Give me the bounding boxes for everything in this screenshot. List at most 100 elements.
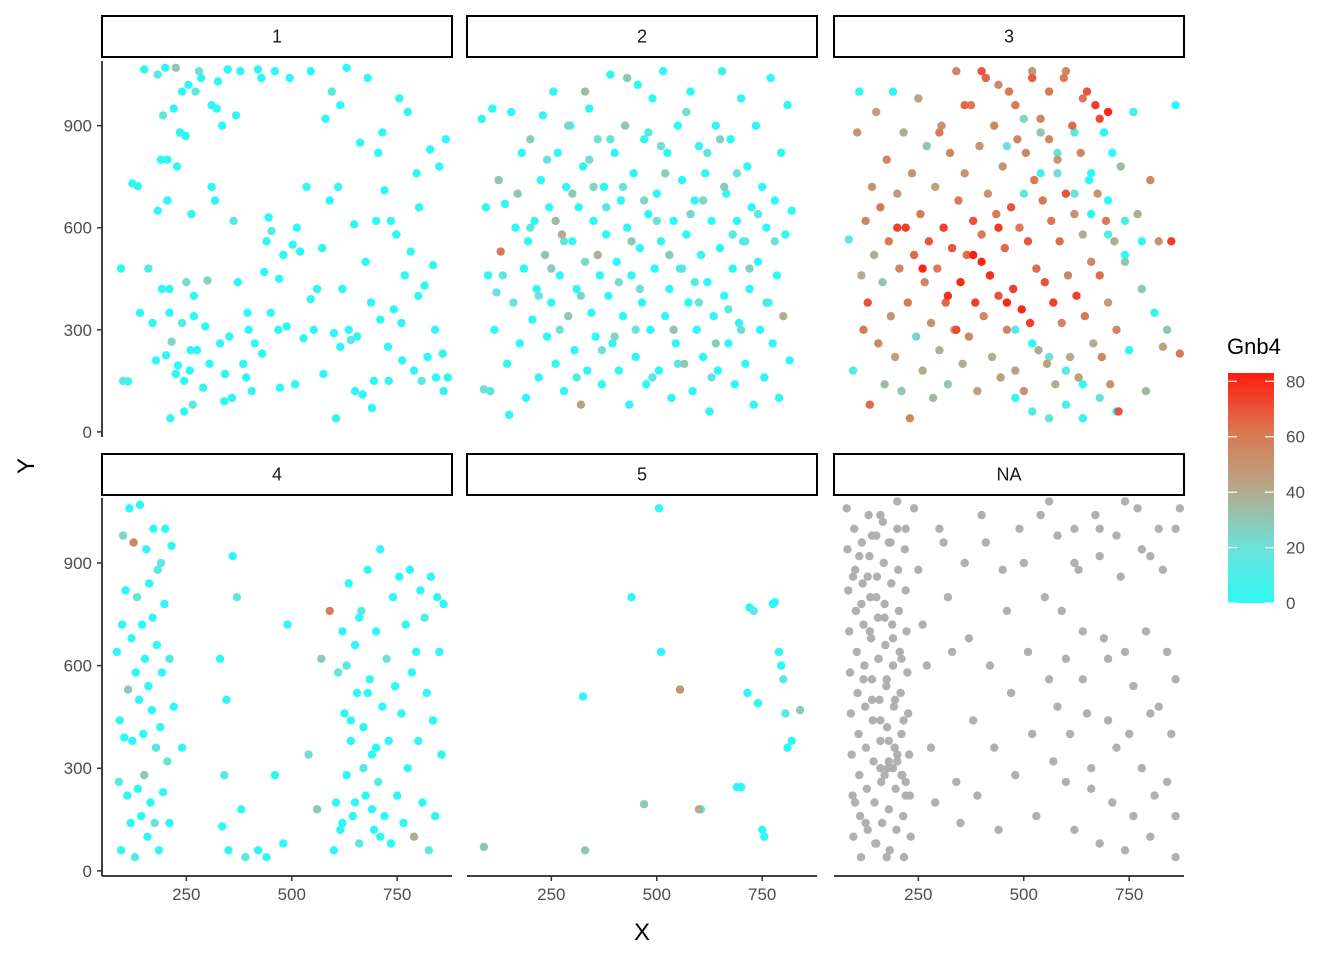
data-point [661,169,670,178]
data-point [123,791,132,800]
data-point [414,203,424,212]
data-point [885,846,894,855]
data-point [267,226,276,236]
data-point [416,586,425,595]
legend-tick-label: 80 [1286,372,1305,391]
data-point [526,135,535,144]
data-point [701,169,710,178]
data-point [433,593,442,602]
data-point [229,216,238,226]
data-point [671,339,680,348]
data-point [1011,325,1020,334]
data-point [842,504,851,513]
facet-strip-label: 2 [637,27,647,47]
data-point [380,811,389,821]
data-point [134,695,144,704]
data-point [118,620,127,629]
data-point [977,510,986,520]
data-point [355,613,364,622]
data-point [939,223,948,232]
data-point [711,339,720,348]
data-point [654,366,664,375]
data-point [1103,654,1113,663]
data-point [222,695,231,704]
data-point [947,647,957,657]
data-point [439,599,448,609]
data-point [855,552,864,561]
data-point [762,298,771,307]
data-point [244,325,253,334]
data-point [1011,366,1020,375]
data-point [897,386,906,396]
data-point [861,702,870,711]
data-point [977,257,986,266]
data-point [392,230,401,239]
data-point [401,620,410,629]
data-point [677,175,687,185]
data-point [876,736,885,746]
data-point [1112,531,1121,540]
data-point [580,87,590,96]
data-point [745,284,754,294]
data-point [866,634,876,643]
data-point [1129,811,1138,821]
data-point [140,770,149,780]
data-point [1116,162,1125,171]
data-point [203,276,212,285]
data-point [876,764,885,773]
data-point [589,216,598,226]
data-point [139,729,148,739]
data-point [329,329,339,338]
data-point [962,250,971,260]
data-point [650,264,659,273]
legend-tick-label: 60 [1286,428,1305,447]
data-point [1082,87,1092,96]
data-point [123,685,133,694]
data-point [866,593,875,602]
y-tick-label: 900 [64,554,92,573]
data-point [1162,777,1172,787]
data-point [713,366,723,375]
data-point [867,531,877,540]
data-point [144,681,153,691]
data-point [884,736,893,746]
data-point [126,818,135,828]
data-point [958,359,967,368]
data-point [1101,216,1111,226]
data-point [507,107,516,117]
x-tick-label: 750 [383,885,411,904]
data-point [1044,497,1054,506]
data-point [1103,298,1113,307]
data-point [1158,342,1168,351]
data-point [420,613,429,622]
data-point [770,598,779,607]
data-point [1095,114,1104,124]
data-point [338,818,347,828]
data-point [1053,702,1062,711]
data-point [1070,209,1079,219]
data-point [1028,407,1037,416]
data-point [412,647,421,657]
data-point [1171,811,1180,821]
data-point [888,661,898,670]
data-point [717,67,727,76]
data-point [975,141,984,151]
data-point [398,356,407,365]
data-point [1068,121,1077,130]
data-point [770,196,779,205]
data-point [872,593,881,602]
data-point [399,818,408,828]
data-point [893,750,902,759]
data-point [270,67,280,76]
data-point [591,332,600,341]
data-point [342,63,351,72]
data-point [869,757,878,766]
data-point [969,250,978,260]
data-point [199,383,208,392]
y-tick-label: 600 [64,219,92,238]
data-point [414,291,423,300]
data-point [608,339,617,348]
data-point [623,223,632,232]
data-point [924,237,934,246]
data-point [492,288,501,297]
